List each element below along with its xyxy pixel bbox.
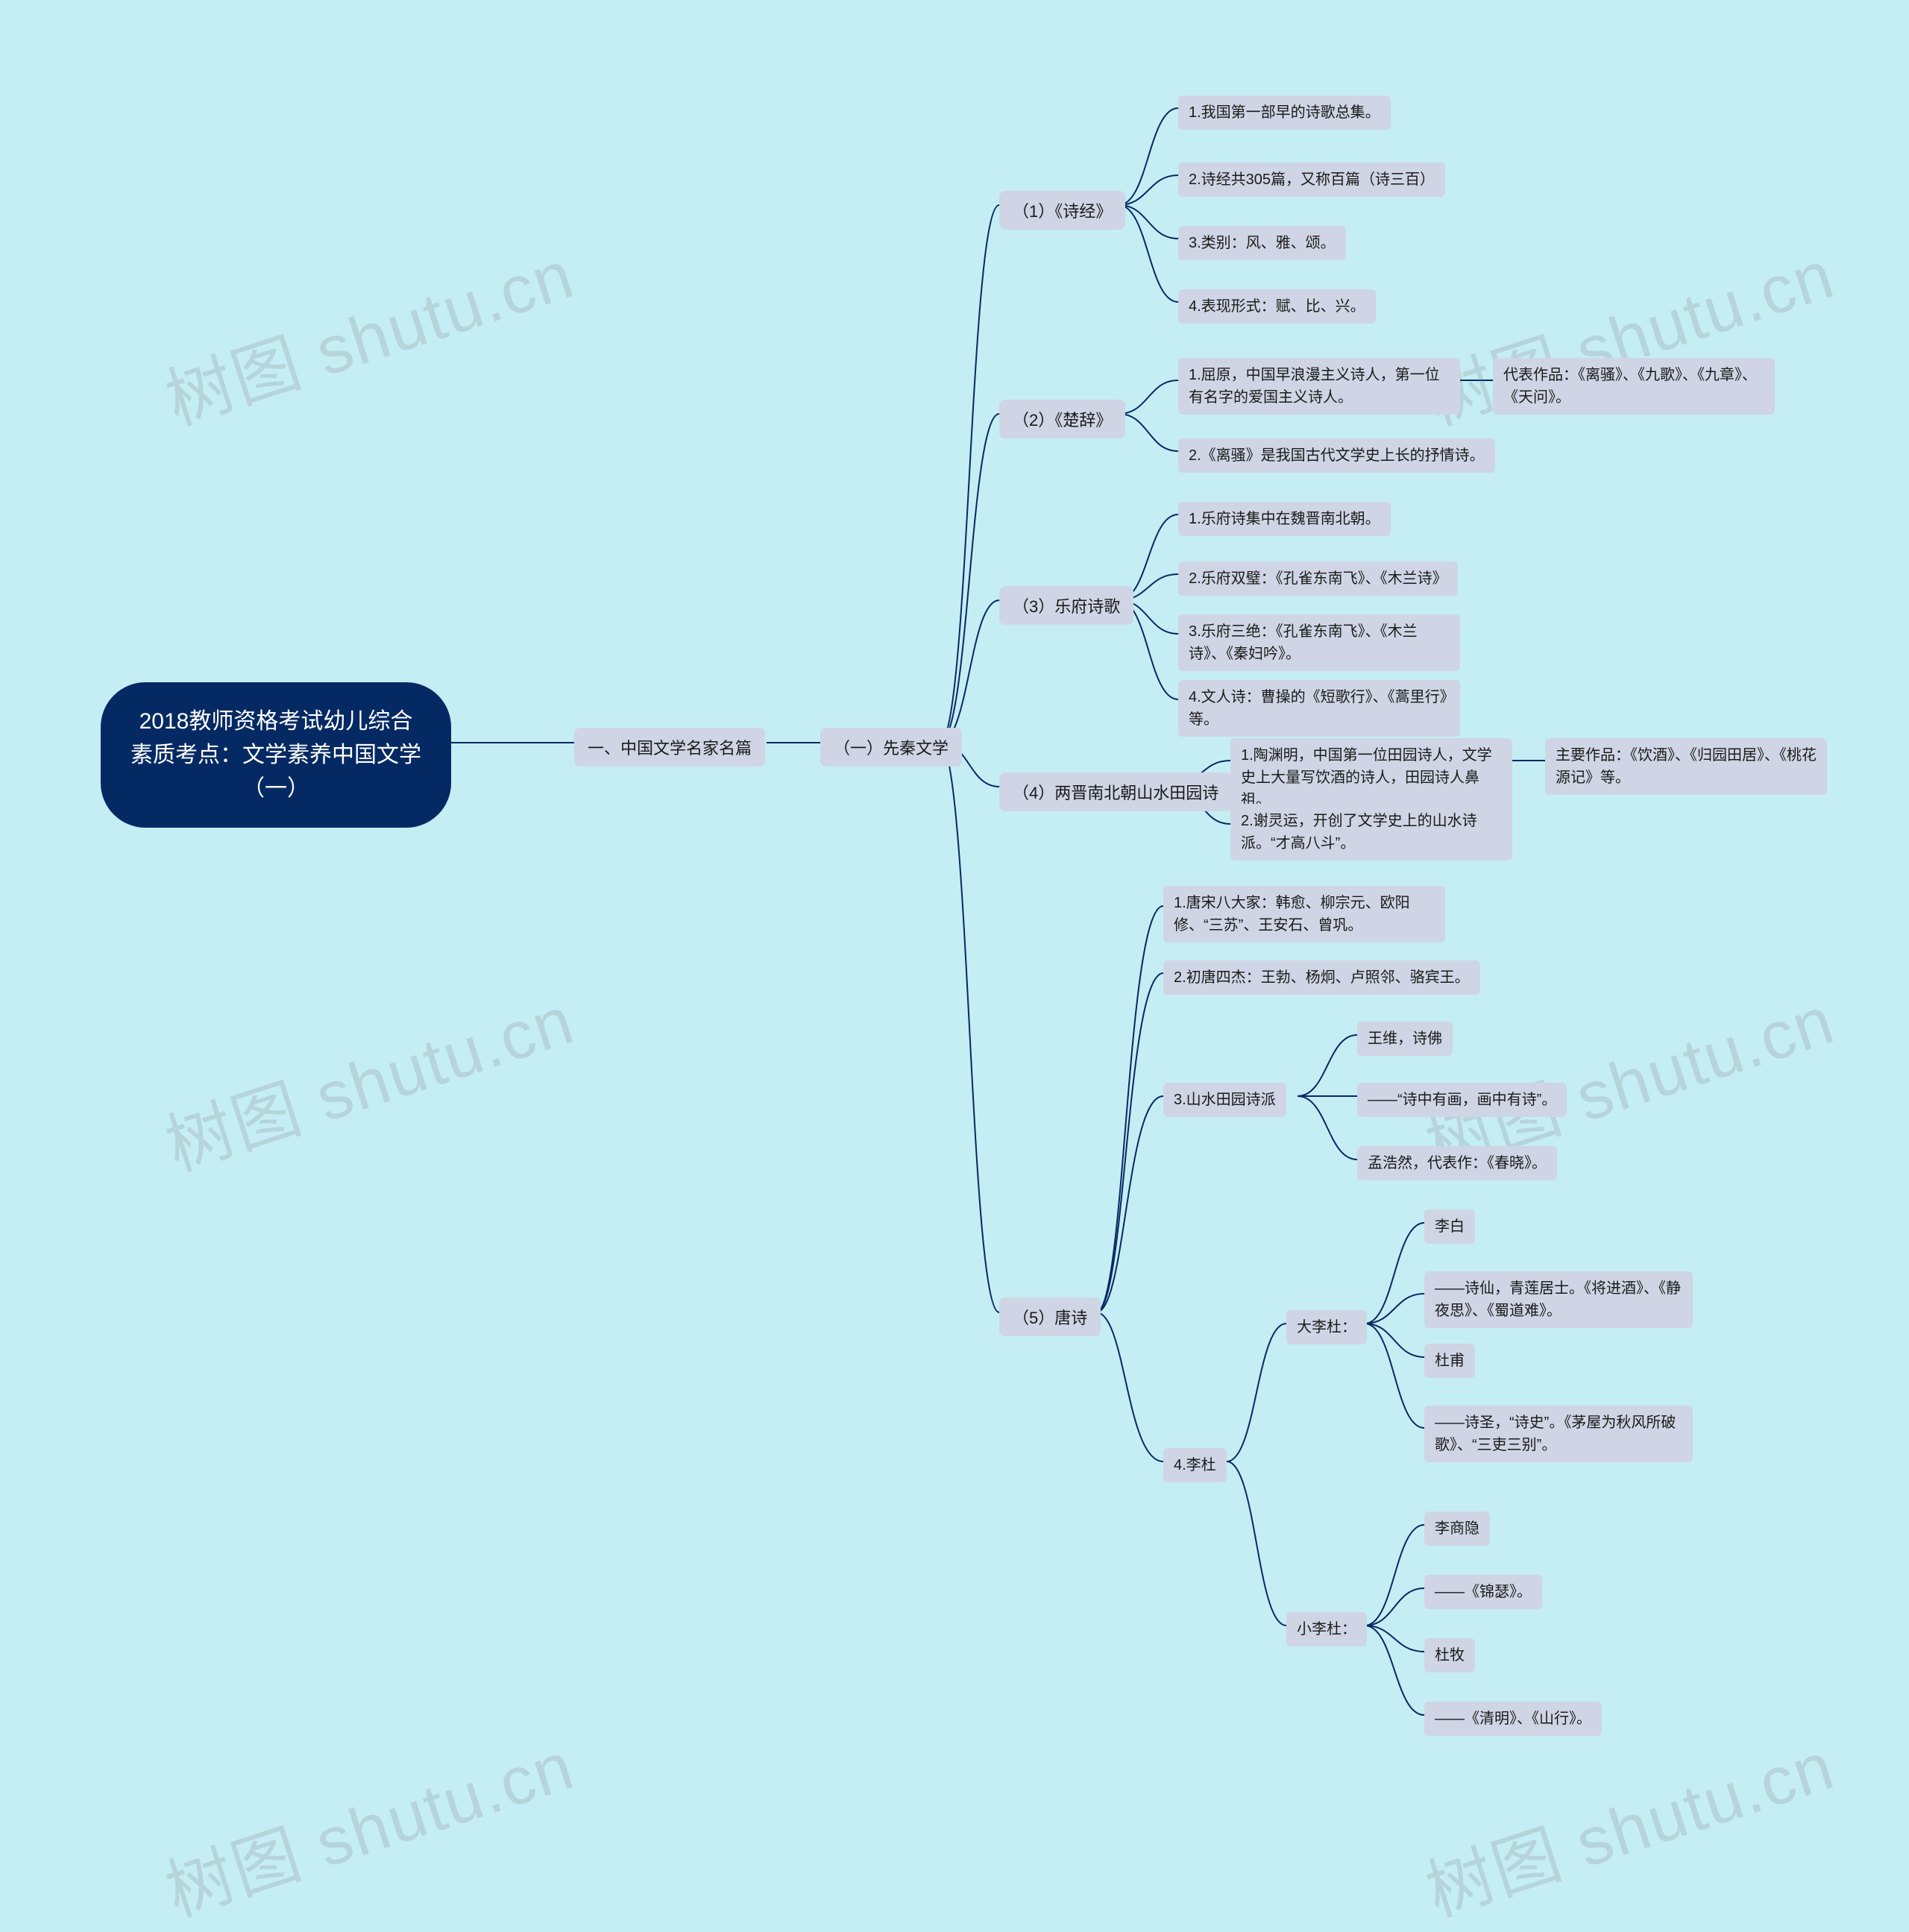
branch-chuci: （2）《楚辞》	[999, 400, 1125, 438]
leaf-shijing-2: 2.诗经共305篇，又称百篇（诗三百）	[1178, 163, 1445, 197]
leaf-yuefu-3: 3.乐府三绝：《孔雀东南飞》、《木兰诗》、《秦妇吟》。	[1178, 614, 1460, 671]
leaf-yuefu-4: 4.文人诗：曹操的《短歌行》、《蒿里行》等。	[1178, 680, 1460, 737]
leaf-shijing-1: 1.我国第一部早的诗歌总集。	[1178, 95, 1391, 130]
watermark: 树图 shutu.cn	[152, 1712, 585, 1932]
leaf-big-1: 李白	[1424, 1209, 1475, 1244]
leaf-tang-3-3: 孟浩然，代表作：《春晓》。	[1357, 1146, 1557, 1180]
leaf-chuci-1-extra: 代表作品：《离骚》、《九歌》、《九章》、《天问》。	[1493, 358, 1775, 415]
leaf-big-4: ——诗圣，“诗史”。《茅屋为秋风所破歌》、“三吏三别”。	[1424, 1406, 1693, 1462]
branch-l2: （一）先秦文学	[820, 728, 962, 767]
leaf-small-1: 李商隐	[1424, 1511, 1490, 1546]
branch-shanshui: （4）两晋南北朝山水田园诗	[999, 773, 1232, 811]
branch-tangshi: （5）唐诗	[999, 1297, 1101, 1336]
leaf-shijing-4: 4.表现形式：赋、比、兴。	[1178, 289, 1376, 324]
leaf-tang-3: 3.山水田园诗派	[1163, 1083, 1286, 1117]
leaf-tang-1: 1.唐宋八大家：韩愈、柳宗元、欧阳修、“三苏”、王安石、曾巩。	[1163, 886, 1445, 943]
root-node: 2018教师资格考试幼儿综合素质考点：文学素养中国文学（一）	[101, 682, 451, 828]
leaf-small-2: ——《锦瑟》。	[1424, 1575, 1542, 1609]
leaf-small-3: 杜牧	[1424, 1638, 1475, 1673]
branch-shijing: （1）《诗经》	[999, 191, 1125, 230]
leaf-chuci-2: 2.《离骚》是我国古代文学史上长的抒情诗。	[1178, 438, 1495, 473]
watermark: 树图 shutu.cn	[152, 966, 585, 1189]
leaf-tang-4: 4.李杜	[1163, 1448, 1227, 1482]
leaf-yuefu-2: 2.乐府双璧：《孔雀东南飞》、《木兰诗》	[1178, 561, 1458, 596]
leaf-tang-3-2: ——“诗中有画，画中有诗”。	[1357, 1083, 1567, 1117]
watermark: 树图 shutu.cn	[152, 221, 585, 444]
branch-l1: 一、中国文学名家名篇	[574, 728, 765, 767]
leaf-tang-3-1: 王维，诗佛	[1357, 1022, 1453, 1056]
leaf-shanshui-1-extra: 主要作品：《饮酒》、《归园田居》、《桃花源记》等。	[1545, 738, 1827, 795]
leaf-big-2: ——诗仙，青莲居士。《将进酒》、《静夜思》、《蜀道难》。	[1424, 1271, 1693, 1328]
leaf-yuefu-1: 1.乐府诗集中在魏晋南北朝。	[1178, 502, 1391, 536]
watermark: 树图 shutu.cn	[1412, 1712, 1845, 1932]
leaf-shanshui-2: 2.谢灵运，开创了文学史上的山水诗派。“才高八斗”。	[1230, 804, 1512, 860]
connector-lines	[0, 0, 1909, 1932]
leaf-small-lidu-label: 小李杜：	[1286, 1612, 1367, 1646]
leaf-big-lidu-label: 大李杜：	[1286, 1310, 1367, 1344]
branch-yuefu: （3）乐府诗歌	[999, 586, 1133, 625]
leaf-chuci-1: 1.屈原，中国早浪漫主义诗人，第一位有名字的爱国主义诗人。	[1178, 358, 1460, 415]
leaf-shijing-3: 3.类别：风、雅、颂。	[1178, 226, 1346, 260]
leaf-big-3: 杜甫	[1424, 1344, 1475, 1378]
leaf-small-4: ——《清明》、《山行》。	[1424, 1702, 1602, 1736]
leaf-tang-2: 2.初唐四杰：王勃、杨炯、卢照邻、骆宾王。	[1163, 960, 1480, 995]
